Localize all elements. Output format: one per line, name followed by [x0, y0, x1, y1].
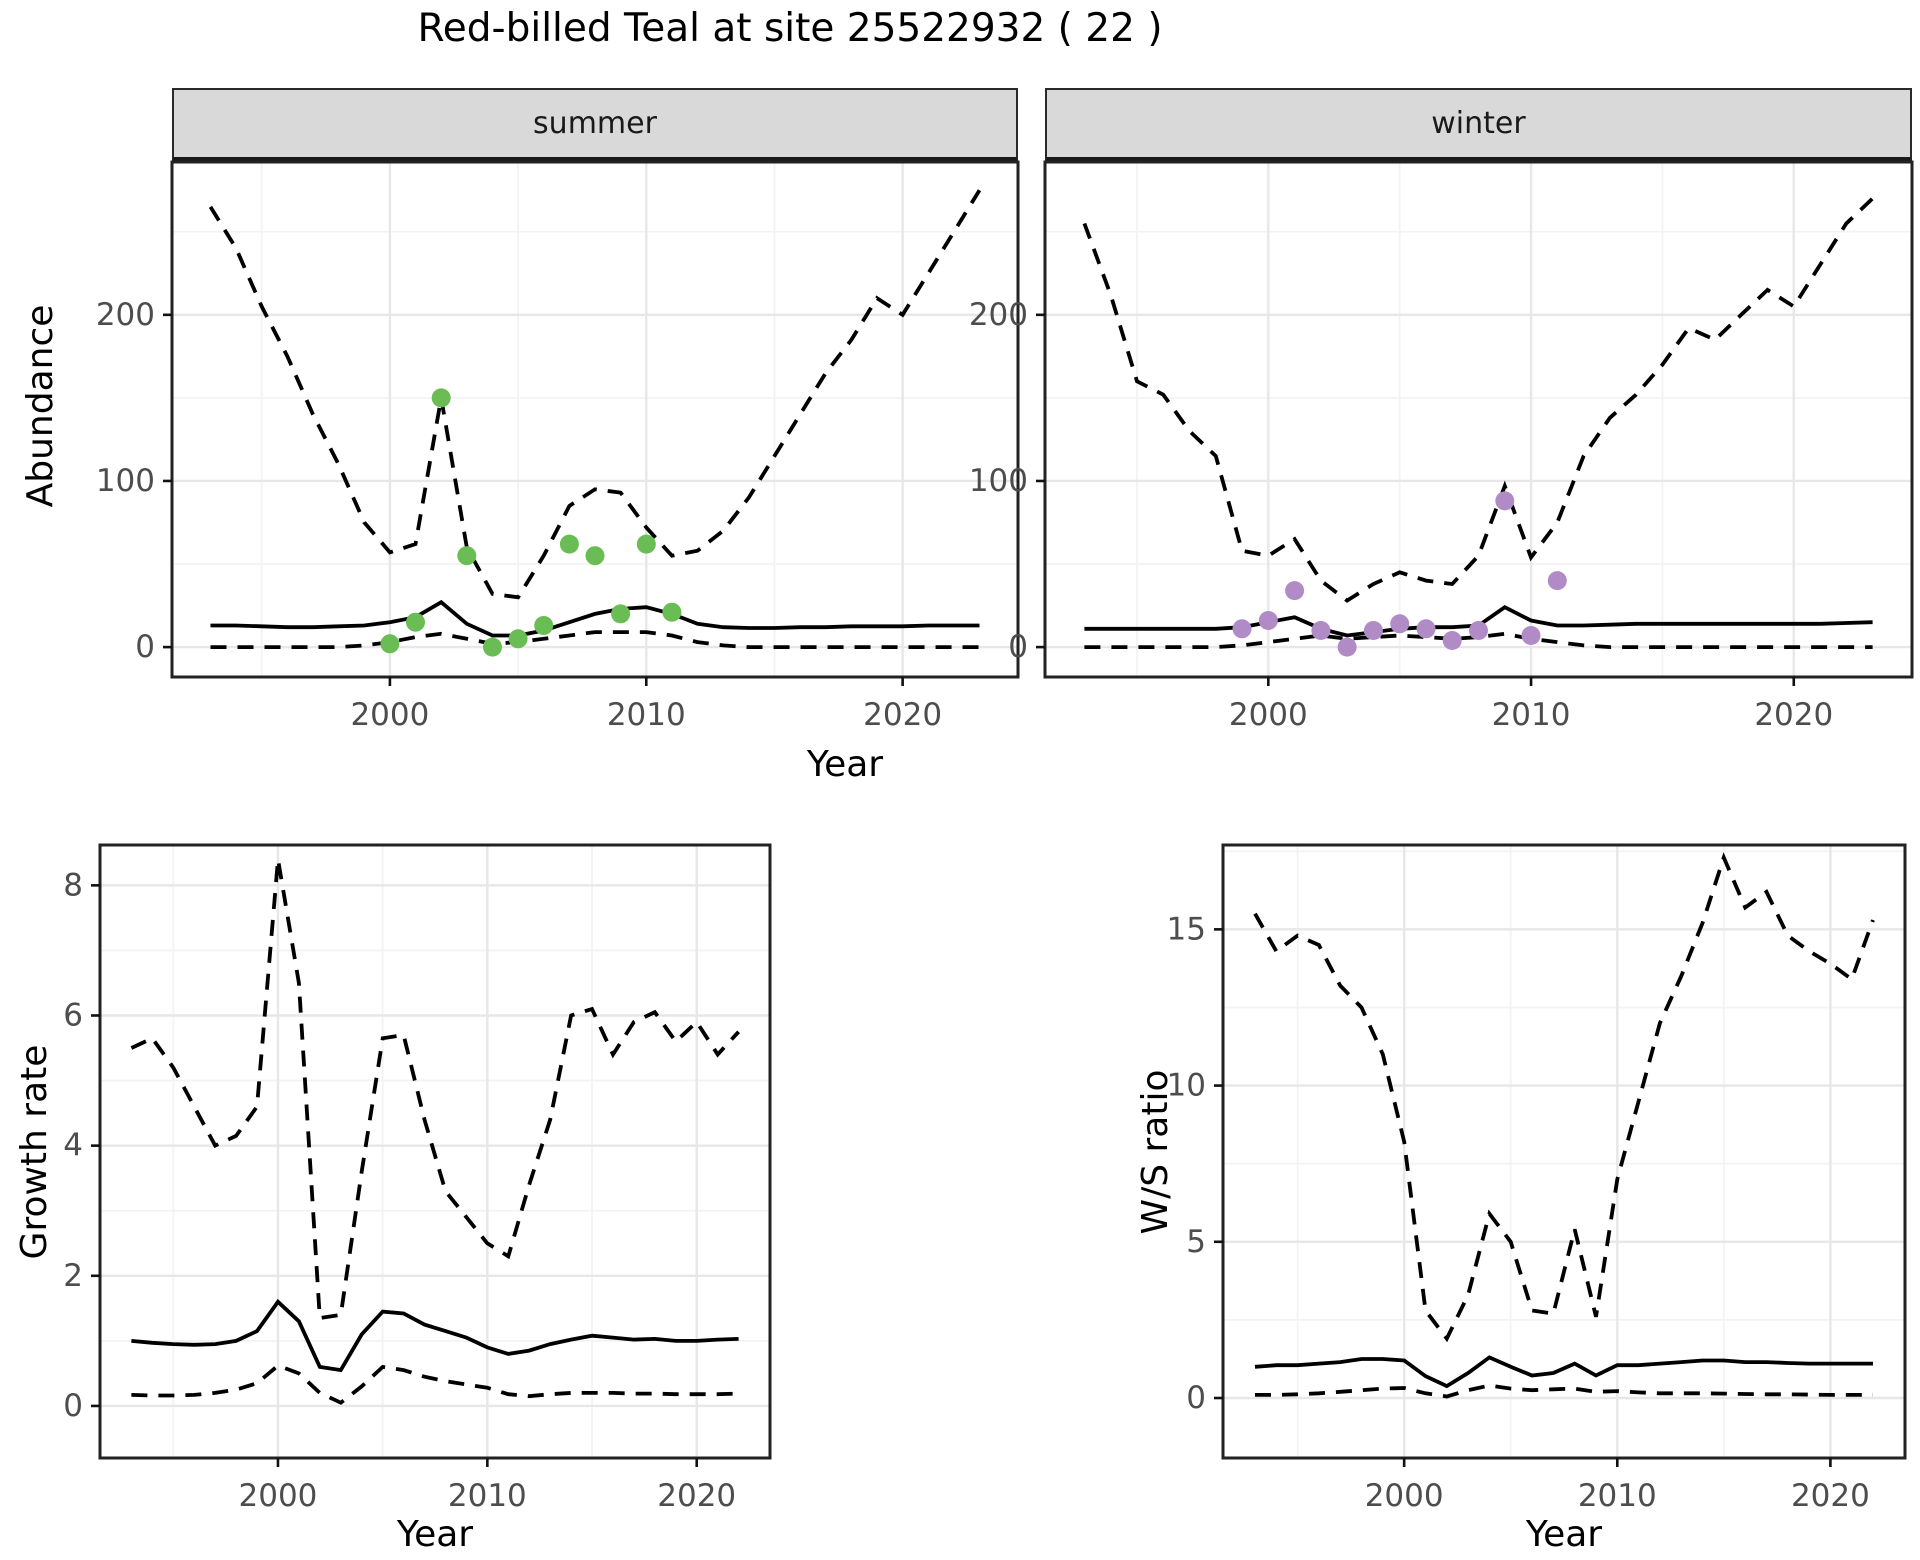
median-line [131, 1298, 739, 1373]
chart-title: Red-billed Teal at site 25522932 ( 22 ) [417, 6, 1163, 51]
ci-upper-line [1253, 852, 1875, 1343]
x-tick-label: 2020 [657, 1478, 736, 1514]
panel-background [1223, 845, 1905, 1458]
ci-upper-line [130, 858, 740, 1321]
y-axis-title-ws-ratio: W/S ratio [1134, 1069, 1176, 1235]
y-axis-title-growth-rate: Growth rate [13, 1044, 55, 1260]
y-tick-label: 5 [1186, 1224, 1206, 1260]
x-tick-label: 2010 [607, 697, 686, 733]
panel-border [170, 160, 1020, 679]
x-tick-label: 2010 [1578, 1478, 1657, 1514]
observation-point [431, 388, 451, 408]
y-tick-label: 8 [63, 867, 83, 903]
facet-strip-winter: winter [1045, 88, 1912, 162]
observation-point [1337, 637, 1357, 657]
y-tick-label: 0 [1186, 1380, 1206, 1416]
ci-upper-line [208, 189, 982, 600]
x-tick-label: 2020 [1791, 1478, 1870, 1514]
x-tick-label: 2020 [1754, 697, 1833, 733]
observation-point [662, 602, 682, 622]
observation-point [1469, 621, 1488, 640]
observation-point [1416, 619, 1436, 639]
x-tick-label: 2010 [448, 1478, 527, 1514]
x-tick-label: 2010 [1492, 697, 1571, 733]
observation-point [1495, 491, 1515, 511]
observation-point [1521, 626, 1541, 645]
observation-point [585, 546, 605, 566]
facet-strip-winter-label: winter [1431, 106, 1526, 141]
y-tick-label: 100 [969, 463, 1028, 499]
facet-strip-summer-label: summer [533, 106, 657, 141]
x-tick-label: 2000 [239, 1478, 318, 1514]
observation-point [406, 612, 425, 632]
y-tick-label: 200 [969, 297, 1028, 333]
median-line [1254, 1355, 1873, 1389]
observation-point [1390, 614, 1410, 634]
x-axis-title-year-bottom-right: Year [1525, 1513, 1603, 1555]
y-tick-label: 10 [1167, 1068, 1206, 1104]
ci-lower-line [131, 1363, 739, 1405]
observation-point [636, 534, 656, 554]
observation-point [1285, 581, 1305, 601]
panel-background [1045, 162, 1912, 677]
x-axis-title-year-top: Year [806, 743, 884, 785]
y-tick-label: 6 [63, 997, 83, 1033]
y-tick-label: 0 [135, 629, 155, 665]
observation-point [1442, 631, 1462, 650]
observation-point [483, 637, 502, 657]
y-tick-label: 2 [63, 1258, 83, 1294]
facet-strip-summer: summer [172, 88, 1018, 162]
panel-border [98, 843, 772, 1460]
observation-point [508, 629, 528, 649]
x-tick-label: 2000 [350, 697, 429, 733]
y-tick-label: 4 [63, 1128, 83, 1164]
ci-lower-line [1255, 1383, 1873, 1399]
observation-point [1547, 571, 1567, 591]
y-tick-label: 15 [1167, 911, 1206, 947]
y-tick-label: 0 [1008, 629, 1028, 665]
ci-lower-line [210, 630, 980, 649]
observation-point [380, 634, 400, 654]
observation-point [559, 534, 579, 554]
median-line [210, 599, 980, 638]
y-tick-label: 100 [96, 463, 155, 499]
ci-upper-line [1082, 197, 1874, 603]
y-tick-label: 0 [63, 1388, 83, 1424]
panel-border [1221, 843, 1907, 1460]
observation-point [1258, 611, 1278, 630]
x-axis-title-year-bottom-left: Year [396, 1513, 474, 1555]
observation-point [457, 546, 477, 566]
y-axis-title-abundance: Abundance [19, 304, 61, 508]
observation-point [534, 616, 554, 635]
panel-background [172, 162, 1018, 677]
x-tick-label: 2020 [863, 697, 942, 733]
observation-point [1311, 621, 1331, 640]
observation-point [1232, 619, 1252, 639]
ci-lower-line [1084, 631, 1873, 649]
observation-point [611, 604, 631, 624]
panel-border [1043, 160, 1914, 679]
x-tick-label: 2000 [1229, 697, 1308, 733]
observation-point [1363, 621, 1383, 640]
y-tick-label: 200 [96, 297, 155, 333]
x-tick-label: 2000 [1365, 1478, 1444, 1514]
